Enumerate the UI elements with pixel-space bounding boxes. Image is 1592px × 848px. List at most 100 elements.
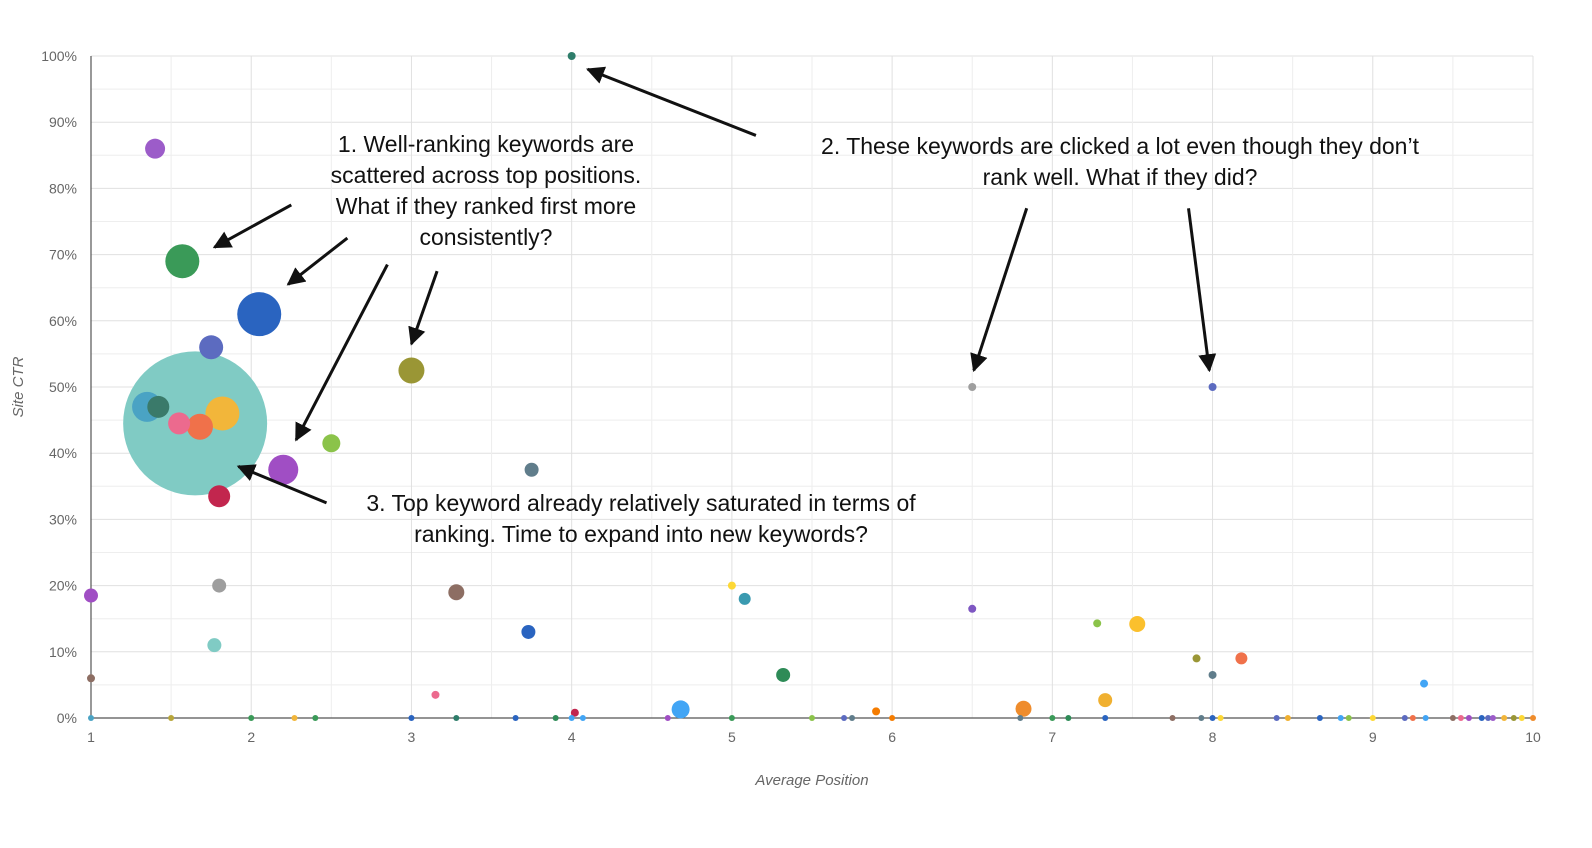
x-tick-label: 9 xyxy=(1369,729,1377,745)
data-point xyxy=(512,715,519,721)
x-tick-label: 5 xyxy=(728,729,736,745)
x-tick-label: 4 xyxy=(568,729,576,745)
data-point xyxy=(1530,715,1536,721)
data-point xyxy=(1369,715,1376,721)
data-point xyxy=(1501,715,1508,721)
data-point xyxy=(87,674,95,683)
x-tick-label: 8 xyxy=(1209,729,1217,745)
data-point xyxy=(291,715,298,721)
y-tick-label: 30% xyxy=(49,511,77,527)
y-tick-label: 40% xyxy=(49,445,77,461)
data-point xyxy=(1449,715,1456,721)
y-axis-title: Site CTR xyxy=(10,356,27,417)
x-tick-label: 3 xyxy=(408,729,416,745)
data-point xyxy=(1208,670,1217,679)
data-point xyxy=(579,715,586,721)
data-point xyxy=(1345,715,1352,721)
data-point xyxy=(205,396,240,431)
data-point xyxy=(567,52,576,60)
annotation-arrow xyxy=(236,464,328,505)
x-tick-label: 1 xyxy=(87,729,95,745)
data-point xyxy=(1420,679,1429,688)
data-point xyxy=(1489,715,1496,721)
data-point xyxy=(145,138,166,159)
data-point xyxy=(207,638,222,653)
y-tick-label: 60% xyxy=(49,313,77,329)
annotation-arrow xyxy=(586,66,757,137)
data-point xyxy=(1017,715,1024,721)
data-point xyxy=(84,588,98,603)
data-point xyxy=(671,700,690,719)
data-point xyxy=(1209,715,1216,721)
data-point xyxy=(268,454,299,485)
data-point xyxy=(568,715,575,721)
data-point xyxy=(1485,715,1492,721)
data-point xyxy=(1284,715,1291,721)
data-point xyxy=(776,667,791,682)
data-point xyxy=(738,592,751,605)
data-point xyxy=(248,715,255,721)
annotation-note-2: 2. These keywords are clicked a lot even… xyxy=(821,133,1420,190)
data-point xyxy=(1465,715,1472,721)
data-point xyxy=(1478,715,1485,721)
data-point xyxy=(1049,715,1056,721)
data-point xyxy=(1102,715,1109,721)
data-point xyxy=(208,485,231,508)
data-point xyxy=(168,715,175,721)
data-point xyxy=(889,715,896,721)
data-point xyxy=(1217,715,1224,721)
annotation-line: consistently? xyxy=(420,224,553,250)
annotation-line: 3. Top keyword already relatively satura… xyxy=(366,490,916,516)
data-point xyxy=(1208,383,1217,391)
data-point xyxy=(968,604,977,613)
data-point xyxy=(322,434,341,453)
annotation-line: scattered across top positions. xyxy=(331,162,642,188)
data-point xyxy=(664,715,671,721)
y-tick-label: 70% xyxy=(49,247,77,263)
data-point xyxy=(1169,715,1176,721)
data-point xyxy=(1015,700,1032,717)
data-point xyxy=(165,244,200,279)
y-axis-tick-labels: 0% 10% 20% 30% 40% 50% 60% 70% 80% 90% 100% xyxy=(41,48,77,726)
gridlines xyxy=(90,55,1534,719)
data-point xyxy=(1510,715,1517,721)
annotation-arrows xyxy=(212,66,1217,505)
y-tick-label: 10% xyxy=(49,644,77,660)
data-point xyxy=(1273,715,1280,721)
y-tick-label: 90% xyxy=(49,114,77,130)
x-tick-label: 6 xyxy=(888,729,896,745)
annotation-line: ranking. Time to expand into new keyword… xyxy=(414,521,868,547)
data-point xyxy=(1065,715,1072,721)
annotation-note-1: 1. Well-ranking keywords are scattered ac… xyxy=(331,131,642,250)
x-axis-title: Average Position xyxy=(754,772,868,789)
data-point xyxy=(1192,654,1201,663)
data-point xyxy=(524,462,539,477)
x-tick-label: 10 xyxy=(1525,729,1541,745)
data-point xyxy=(312,715,319,721)
data-point xyxy=(1337,715,1344,721)
y-tick-label: 100% xyxy=(41,48,77,64)
data-point xyxy=(453,715,460,721)
data-point xyxy=(237,292,282,337)
data-point xyxy=(398,357,425,384)
data-point xyxy=(186,413,213,440)
data-point xyxy=(728,715,735,721)
data-point xyxy=(727,581,736,590)
annotation-line: rank well. What if they did? xyxy=(983,164,1258,190)
data-point xyxy=(521,624,536,639)
annotation-note-3: 3. Top keyword already relatively satura… xyxy=(366,490,916,547)
data-point xyxy=(1457,715,1464,721)
annotation-arrow xyxy=(970,207,1029,373)
data-point xyxy=(1129,615,1146,632)
annotation-arrow xyxy=(1187,208,1217,373)
data-point xyxy=(1401,715,1408,721)
data-point xyxy=(849,715,856,721)
x-tick-label: 7 xyxy=(1048,729,1056,745)
data-point xyxy=(448,584,465,601)
y-tick-label: 20% xyxy=(49,578,77,594)
data-point xyxy=(199,335,224,360)
data-point xyxy=(552,715,559,721)
data-point xyxy=(841,715,848,721)
annotation-line: 2. These keywords are clicked a lot even… xyxy=(821,133,1420,159)
